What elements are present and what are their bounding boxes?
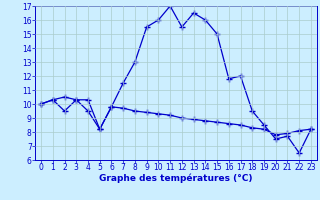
X-axis label: Graphe des températures (°C): Graphe des températures (°C) [99,174,253,183]
